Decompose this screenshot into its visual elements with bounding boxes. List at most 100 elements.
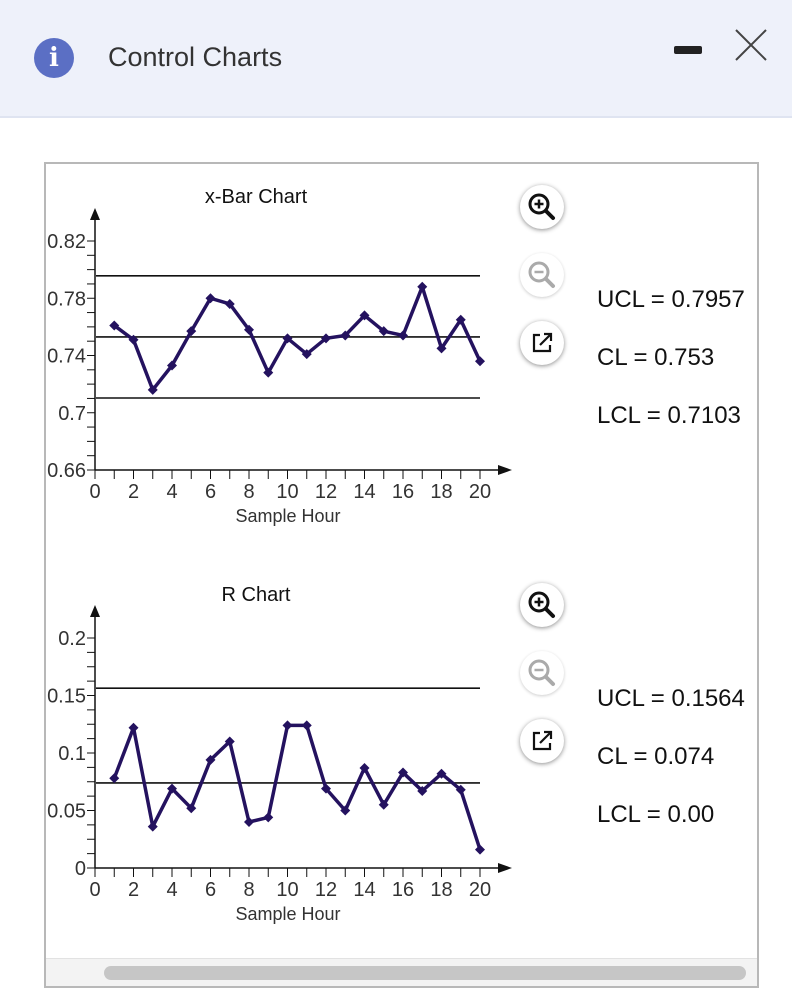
r-lcl-label: LCL = 0.00	[597, 801, 715, 828]
data-point	[205, 293, 216, 304]
minimize-icon[interactable]	[674, 46, 702, 54]
data-point	[455, 784, 466, 795]
data-point	[263, 812, 274, 823]
xbar-cl-label: CL = 0.753	[597, 344, 715, 371]
x-tick-label: 10	[276, 481, 298, 503]
xbar-zoom-out-button[interactable]	[520, 253, 564, 297]
data-point	[263, 367, 274, 378]
x-tick-label: 0	[89, 879, 100, 901]
data-point	[417, 281, 428, 292]
x-tick-label: 4	[166, 879, 177, 901]
x-axis-arrow	[498, 863, 512, 873]
y-axis-arrow	[90, 605, 100, 617]
x-tick-label: 12	[315, 879, 337, 901]
y-tick-label: 0.2	[58, 628, 86, 650]
dialog-title: Control Charts	[108, 42, 283, 72]
y-tick-label: 0.7	[58, 403, 86, 425]
r-zoom-in-button[interactable]	[520, 583, 564, 627]
zoom-out-icon	[528, 261, 555, 288]
chart-title: x-Bar Chart	[205, 186, 308, 208]
x-tick-label: 2	[128, 879, 139, 901]
series-line	[113, 285, 482, 392]
x-tick-label: 10	[276, 879, 298, 901]
x-tick-label: 18	[430, 481, 452, 503]
data-point	[205, 754, 216, 765]
x-tick-label: 4	[166, 481, 177, 503]
data-point	[109, 773, 120, 784]
data-point	[475, 356, 485, 367]
data-point	[282, 333, 293, 344]
data-point	[321, 333, 331, 344]
xbar-lcl-label: LCL = 0.7103	[597, 402, 741, 429]
r-chart: R Chart 0 2 4 6 8 10 12 14 16 18 20 0 0.05 0.1 0.15 0.2 S…	[47, 584, 512, 924]
dialog-header: i Control Charts	[0, 0, 792, 118]
data-point	[224, 736, 235, 747]
data-point	[224, 298, 235, 309]
zoom-in-icon	[528, 193, 555, 220]
x-tick-label: 20	[469, 481, 491, 503]
y-tick-label: 0.78	[47, 288, 86, 310]
scrollbar-thumb[interactable]	[104, 966, 746, 980]
data-point	[340, 805, 351, 816]
data-point	[340, 330, 351, 341]
xbar-pop-out-button[interactable]	[520, 321, 564, 365]
data-point	[301, 720, 312, 731]
x-tick-label: 12	[315, 481, 337, 503]
r-zoom-out-button[interactable]	[520, 651, 564, 695]
data-point	[147, 821, 158, 832]
horizontal-scrollbar[interactable]	[46, 958, 757, 986]
x-tick-label: 14	[353, 481, 375, 503]
x-tick-label: 16	[392, 879, 414, 901]
data-point	[167, 783, 177, 794]
close-icon[interactable]	[734, 28, 768, 62]
data-point	[244, 324, 254, 335]
data-point	[378, 799, 389, 810]
data-point	[321, 783, 331, 794]
data-point	[109, 320, 120, 331]
x-tick-label: 14	[353, 879, 375, 901]
data-point	[436, 343, 447, 354]
data-point	[282, 720, 293, 731]
pop-out-icon	[532, 332, 553, 353]
data-point	[359, 310, 370, 321]
charts-panel: x-Bar Chart 0 2 4 6 8 10 12 14 16 18 20 0.66 0.7 0.74 0…	[44, 162, 759, 988]
x-tick-label: 18	[430, 879, 452, 901]
y-tick-label: 0.66	[47, 460, 86, 482]
zoom-in-icon	[528, 591, 555, 618]
r-ucl-label: UCL = 0.1564	[597, 685, 745, 712]
x-tick-label: 8	[243, 879, 254, 901]
x-tick-label: 2	[128, 481, 139, 503]
y-tick-label: 0.15	[47, 686, 86, 708]
x-axis-label: Sample Hour	[235, 506, 340, 526]
data-point	[455, 314, 466, 325]
y-axis-arrow	[90, 208, 100, 220]
y-tick-label: 0.1	[58, 743, 86, 765]
data-point	[475, 844, 485, 855]
data-point	[436, 768, 447, 779]
data-point	[244, 817, 254, 827]
chart-title: R Chart	[222, 584, 291, 606]
data-point	[186, 803, 197, 814]
series-line	[112, 723, 482, 851]
x-tick-label: 20	[469, 879, 491, 901]
xbar-chart: x-Bar Chart 0 2 4 6 8 10 12 14 16 18 20 0.66 0.7 0.74 0…	[47, 186, 512, 526]
y-tick-label: 0.05	[47, 801, 86, 823]
x-tick-label: 0	[89, 481, 100, 503]
x-tick-label: 8	[243, 481, 254, 503]
data-point	[128, 334, 139, 345]
xbar-zoom-in-button[interactable]	[520, 185, 564, 229]
xbar-ucl-label: UCL = 0.7957	[597, 286, 745, 313]
y-tick-label: 0.74	[47, 346, 86, 368]
x-axis-arrow	[498, 465, 512, 475]
x-axis-label: Sample Hour	[235, 904, 340, 924]
data-point	[186, 326, 197, 337]
data-point	[128, 722, 139, 733]
y-tick-label: 0.82	[47, 231, 86, 253]
x-tick-label: 16	[392, 481, 414, 503]
r-cl-label: CL = 0.074	[597, 743, 715, 770]
data-point	[417, 785, 428, 796]
data-point	[398, 330, 408, 341]
data-point	[167, 360, 177, 371]
r-pop-out-button[interactable]	[520, 719, 564, 763]
x-tick-label: 6	[205, 879, 216, 901]
